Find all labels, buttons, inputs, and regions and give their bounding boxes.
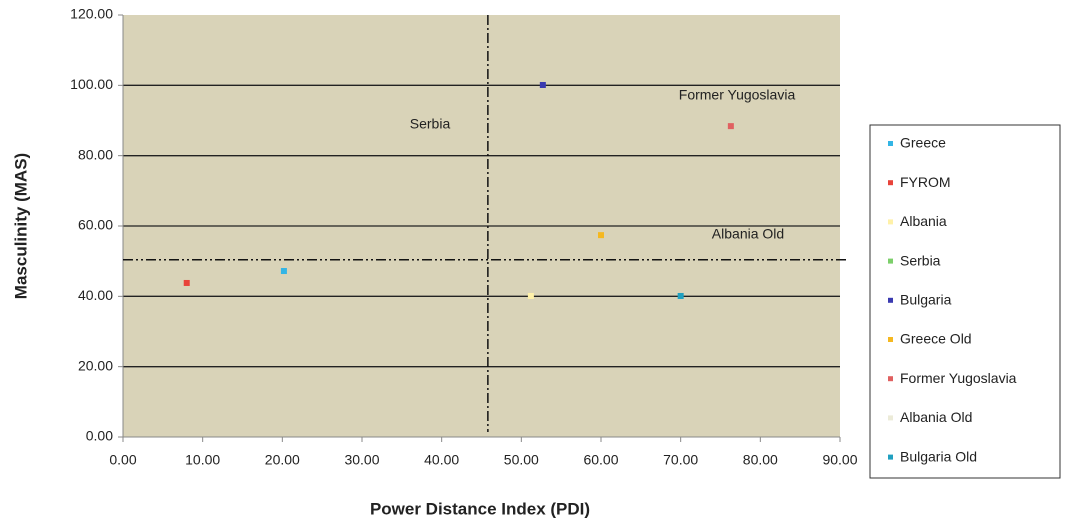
point [677, 292, 684, 299]
x-tick-label: 40.00 [424, 452, 459, 468]
legend-label: Greece [900, 135, 946, 151]
legend-label: Bulgaria Old [900, 448, 977, 464]
x-tick-label: 30.00 [344, 452, 379, 468]
y-tick-label: 20.00 [78, 357, 113, 373]
legend-label: Former Yugoslavia [900, 370, 1017, 386]
x-tick-label: 10.00 [185, 452, 220, 468]
y-tick-label: 120.00 [70, 6, 113, 22]
legend-box [869, 124, 1061, 479]
point [727, 123, 734, 130]
x-tick-label: 0.00 [109, 452, 136, 468]
legend-label: Bulgaria [900, 292, 952, 308]
legend-label: FYROM [900, 174, 951, 190]
legend-label: Albania [900, 213, 947, 229]
point [539, 81, 546, 88]
legend-marker [888, 219, 893, 225]
x-tick-label: 50.00 [504, 452, 539, 468]
y-tick-label: 60.00 [78, 217, 113, 233]
y-axis-title: Masculinity (MAS) [11, 153, 30, 299]
legend-label: Albania Old [900, 409, 972, 425]
y-tick-label: 100.00 [70, 76, 113, 92]
y-tick-label: 0.00 [86, 428, 113, 444]
x-axis-title: Power Distance Index (PDI) [370, 499, 590, 518]
y-tick-label: 40.00 [78, 287, 113, 303]
legend-marker [888, 258, 893, 264]
x-tick-label: 20.00 [265, 452, 300, 468]
x-tick-label: 90.00 [822, 452, 857, 468]
annotation: Serbia [410, 116, 451, 132]
point [280, 268, 287, 275]
point [527, 292, 534, 299]
annotation: Former Yugoslavia [679, 87, 796, 103]
point [598, 232, 604, 239]
legend-marker [888, 454, 893, 460]
point [183, 279, 190, 286]
x-tick-label: 80.00 [743, 452, 778, 468]
annotation: Albania Old [712, 226, 784, 242]
legend-marker [888, 376, 893, 382]
legend-label: Serbia [900, 252, 941, 268]
legend-marker [888, 141, 893, 146]
x-tick-label: 60.00 [583, 452, 618, 468]
x-tick-label: 70.00 [663, 452, 698, 468]
legend-marker [888, 337, 893, 342]
legend-label: Greece Old [900, 331, 972, 347]
legend-marker [888, 297, 893, 303]
legend-marker [888, 180, 893, 186]
legend-marker [888, 415, 893, 421]
y-tick-label: 80.00 [78, 146, 113, 162]
